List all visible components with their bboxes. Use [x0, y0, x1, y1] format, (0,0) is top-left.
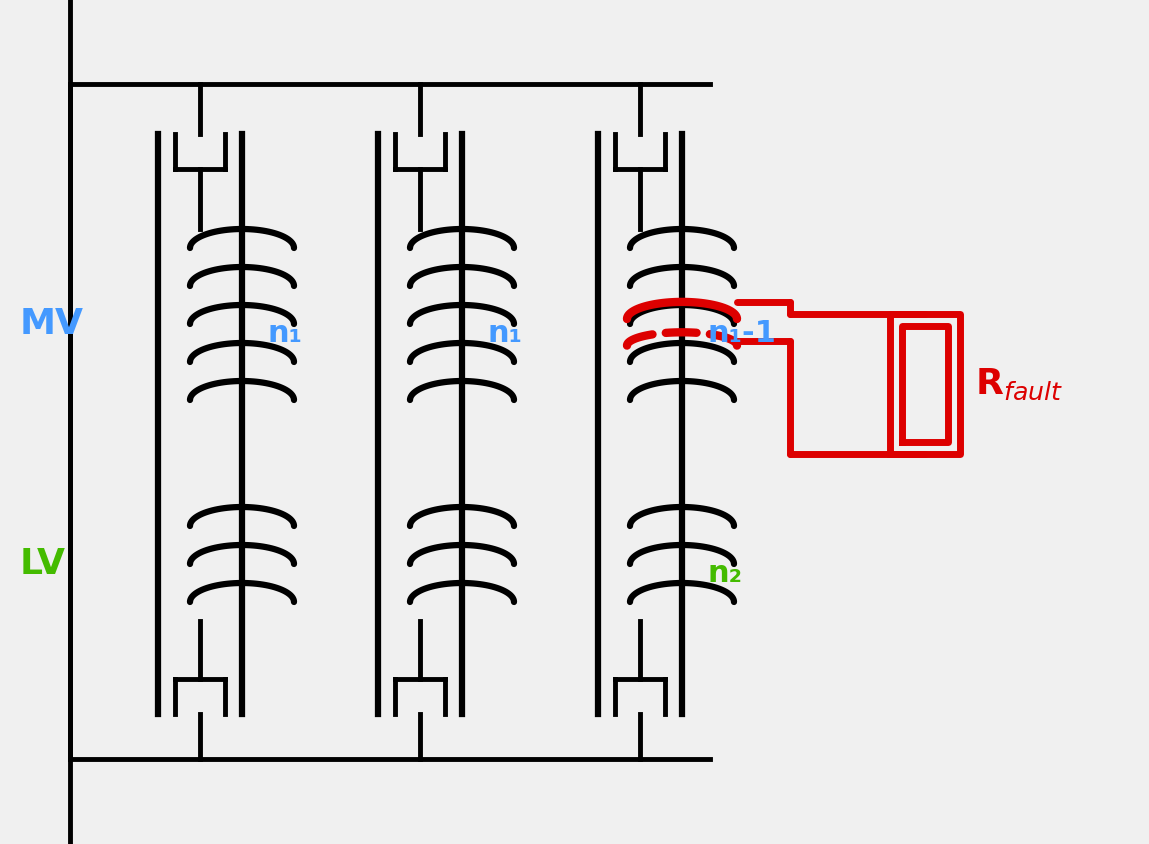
Text: LV: LV — [20, 547, 65, 581]
Text: n₂: n₂ — [707, 560, 742, 588]
Text: n₁: n₁ — [267, 320, 302, 349]
Text: n₁: n₁ — [487, 320, 522, 349]
Text: MV: MV — [20, 307, 84, 341]
Text: R$_{fault}$: R$_{fault}$ — [976, 366, 1063, 402]
Text: n₁-1: n₁-1 — [707, 320, 776, 349]
